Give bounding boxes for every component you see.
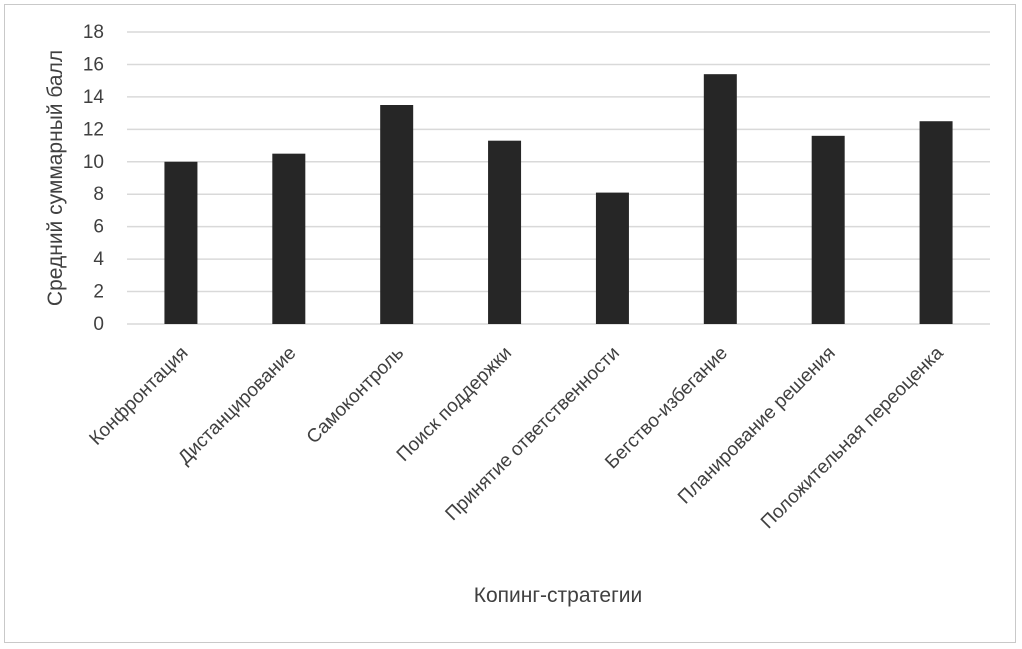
x-tick-label: Бегство-избегание <box>601 343 732 474</box>
y-tick-label: 2 <box>93 282 104 303</box>
bar <box>811 135 845 324</box>
y-tick-label: 14 <box>83 87 105 108</box>
bar <box>164 161 198 324</box>
bar <box>595 192 629 324</box>
y-axis-title: Средний суммарный балл <box>44 50 67 306</box>
y-tick-label: 18 <box>83 22 104 43</box>
y-tick-labels: 0 2 4 6 8 10 12 14 16 18 <box>83 22 105 335</box>
x-tick-label: Дистанцирование <box>174 343 300 469</box>
x-tick-label: Конфронтация <box>86 343 193 450</box>
y-tick-label: 0 <box>93 314 104 335</box>
x-tick-label: Поиск поддержки <box>393 343 516 466</box>
bars <box>164 74 953 324</box>
y-tick-label: 12 <box>83 119 104 140</box>
y-tick-label: 4 <box>93 249 104 270</box>
x-tick-label: Принятие ответственности <box>442 343 624 525</box>
y-tick-label: 6 <box>93 217 104 238</box>
bar <box>272 153 306 324</box>
x-tick-label: Самоконтроль <box>303 343 409 449</box>
bar <box>703 74 737 324</box>
y-tick-label: 10 <box>83 152 104 173</box>
gridlines <box>127 31 990 325</box>
y-tick-label: 8 <box>93 184 104 205</box>
x-tick-label: Положительная переоценка <box>757 342 948 533</box>
bar <box>488 140 522 324</box>
y-tick-label: 16 <box>83 54 104 75</box>
bar <box>380 105 414 324</box>
bar <box>919 121 953 324</box>
x-axis-title: Копинг-стратегии <box>474 584 642 607</box>
